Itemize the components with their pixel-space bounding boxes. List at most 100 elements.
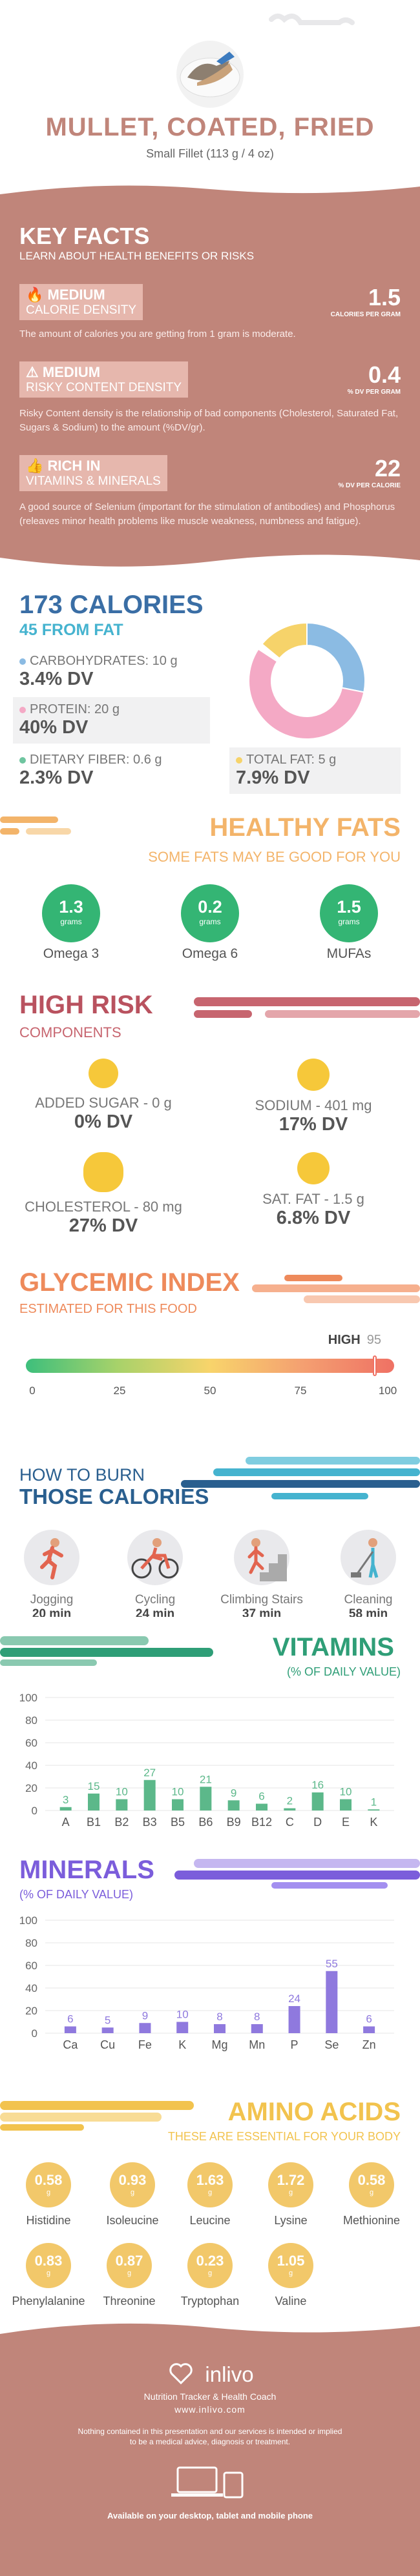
vitamins-minerals-desc: A good source of Selenium (important for…	[19, 502, 395, 527]
calorie-density-level: MEDIUM	[47, 287, 105, 303]
bar-value-label: 8	[216, 2011, 222, 2023]
omega6-unit: grams	[199, 917, 221, 926]
amino-acid-unit: g	[288, 2269, 293, 2277]
stripe-decoration	[252, 1275, 420, 1303]
amino-acid-leucine: 1.63 g Leucine	[168, 2162, 252, 2227]
disclaimer-line2: to be a medical advice, diagnosis or tre…	[129, 2437, 291, 2446]
amino-acid-name: Methionine	[342, 2214, 401, 2227]
bar-value-label: 9	[142, 2009, 148, 2022]
minerals-subtitle: (% OF DAILY VALUE)	[19, 1888, 134, 1901]
risk-sodium: SODIUM - 401 mg 17% DV	[229, 1059, 397, 1135]
bar-Fe	[139, 2023, 151, 2033]
y-tick-label: 0	[32, 2027, 37, 2040]
calories-from-fat: 45 FROM FAT	[19, 621, 123, 639]
x-tick-label: Fe	[138, 2038, 152, 2051]
activity-climbing-stairs: Climbing Stairs 37 min	[213, 1530, 310, 1617]
bar-value-label: 6	[67, 2013, 73, 2025]
disclaimer-line1: Nothing contained in this presentation a…	[78, 2427, 342, 2436]
bar-value-label: 6	[366, 2013, 372, 2025]
amino-acid-badge: 1.63 g	[187, 2162, 233, 2207]
healthy-fats-subtitle: SOME FATS MAY BE GOOD FOR YOU	[148, 849, 401, 865]
x-tick-label: Mn	[249, 2038, 265, 2051]
cleaning-icon	[341, 1530, 396, 1585]
amino-acid-value: 0.23	[196, 2253, 224, 2269]
amino-acid-value: 1.05	[277, 2253, 305, 2269]
amino-acid-badge: 0.23 g	[187, 2243, 233, 2288]
amino-acid-badge: 0.93 g	[110, 2162, 155, 2207]
calorie-density-label: 🔥 MEDIUM CALORIE DENSITY	[19, 284, 143, 320]
brand-url[interactable]: www.inlivo.com	[174, 2404, 246, 2415]
sodium-dv: 17% DV	[278, 1114, 348, 1135]
bar-K	[368, 1809, 380, 1810]
amino-acid-unit: g	[207, 2269, 213, 2277]
amino-acid-isoleucine: 0.93 g Isoleucine	[90, 2162, 174, 2227]
glycemic-title: GLYCEMIC INDEX	[19, 1268, 240, 1297]
cycling-time: 24 min	[135, 1607, 175, 1617]
omega6-value: 0.2	[198, 897, 222, 917]
jogging-name: Jogging	[30, 1593, 74, 1607]
y-tick-label: 100	[19, 1914, 37, 1927]
x-tick-label: C	[286, 1816, 294, 1829]
vitamins-minerals-unit: % DV PER CALORIE	[338, 482, 401, 489]
carbohydrates-dot	[19, 658, 26, 665]
x-tick-label: Zn	[362, 2038, 376, 2051]
stairs-icon	[234, 1530, 289, 1585]
stripe-decoration	[174, 1859, 420, 1889]
risky-density-name: RISKY CONTENT DENSITY	[26, 381, 182, 394]
nutrient-protein: PROTEIN: 20 g 40% DV	[13, 697, 210, 744]
vitamins-minerals-name: VITAMINS & MINERALS	[26, 474, 161, 488]
climbing-stairs-time: 37 min	[242, 1607, 282, 1617]
sat-fat-dv: 6.8% DV	[276, 1208, 351, 1228]
glycemic-tick: 75	[294, 1384, 307, 1397]
nutrient-fiber: DIETARY FIBER: 0.6 g 2.3% DV	[19, 747, 207, 794]
bar-value-label: 21	[200, 1773, 212, 1785]
bar-Mn	[251, 2024, 263, 2033]
amino-acid-unit: g	[130, 2189, 135, 2196]
amino-acid-badge: 0.58 g	[349, 2162, 394, 2207]
bar-P	[288, 2006, 300, 2033]
key-facts-section: KEY FACTS LEARN ABOUT HEALTH BENEFITS OR…	[0, 177, 420, 574]
bar-value-label: 15	[88, 1780, 100, 1792]
protein-dot	[19, 706, 26, 713]
mufas-badge: 1.5 grams	[320, 884, 378, 942]
risky-density-number: 0.4	[368, 361, 401, 388]
stripe-decoration	[0, 1636, 213, 1666]
bar-Mg	[214, 2024, 226, 2033]
sat-fat-label: SAT. FAT - 1.5 g	[262, 1191, 364, 1207]
x-tick-label: P	[291, 2038, 299, 2051]
fat-dv: 7.9% DV	[236, 767, 310, 788]
added-sugar-label: ADDED SUGAR - 0 g	[35, 1095, 172, 1111]
burn-title-line2: THOSE CALORIES	[19, 1485, 209, 1508]
amino-acid-unit: g	[207, 2189, 213, 2196]
glycemic-index-section: GLYCEMIC INDEX ESTIMATED FOR THIS FOOD H…	[0, 1249, 420, 1423]
x-tick-label: Cu	[100, 2038, 115, 2051]
bar-B2	[116, 1799, 128, 1810]
wave-top	[0, 177, 420, 194]
risky-density-unit: % DV PER GRAM	[347, 389, 401, 396]
healthy-fats-title: HEALTHY FATS	[209, 813, 401, 842]
amino-acid-badge: 0.58 g	[26, 2162, 71, 2207]
y-tick-label: 40	[25, 1982, 37, 1994]
amino-acid-unit: g	[46, 2269, 51, 2277]
donut-slice-protein	[248, 648, 365, 740]
nutrient-carbohydrates: CARBOHYDRATES: 10 g 3.4% DV	[19, 649, 210, 695]
calorie-density-value: 1.5 CALORIES PER GRAM	[331, 284, 401, 318]
y-tick-label: 20	[25, 1782, 37, 1794]
cloud-decoration	[269, 14, 355, 25]
climbing-stairs-name: Climbing Stairs	[220, 1593, 303, 1607]
bar-value-label: 5	[105, 2014, 110, 2026]
amino-acid-histidine: 0.58 g Histidine	[6, 2162, 90, 2227]
calorie-density-desc: The amount of calories you are getting f…	[19, 329, 296, 340]
bar-value-label: 2	[287, 1795, 293, 1807]
x-tick-label: B2	[114, 1816, 129, 1829]
vitamins-subtitle: (% OF DAILY VALUE)	[286, 1665, 401, 1678]
omega3-badge: 1.3 grams	[42, 884, 100, 942]
jogging-time: 20 min	[32, 1607, 72, 1617]
glycemic-tick: 50	[204, 1384, 216, 1397]
amino-acids-section: AMINO ACIDS THESE ARE ESSENTIAL FOR YOUR…	[0, 2075, 420, 2317]
fat-omega6: 0.2 grams Omega 6	[168, 884, 252, 962]
x-tick-label: B1	[87, 1816, 101, 1829]
amino-acid-name: Isoleucine	[106, 2214, 159, 2227]
vitamins-bar-chart: 0204060801003A15B110B227B310B521B69B96B1…	[19, 1692, 394, 1829]
y-tick-label: 80	[25, 1937, 37, 1949]
